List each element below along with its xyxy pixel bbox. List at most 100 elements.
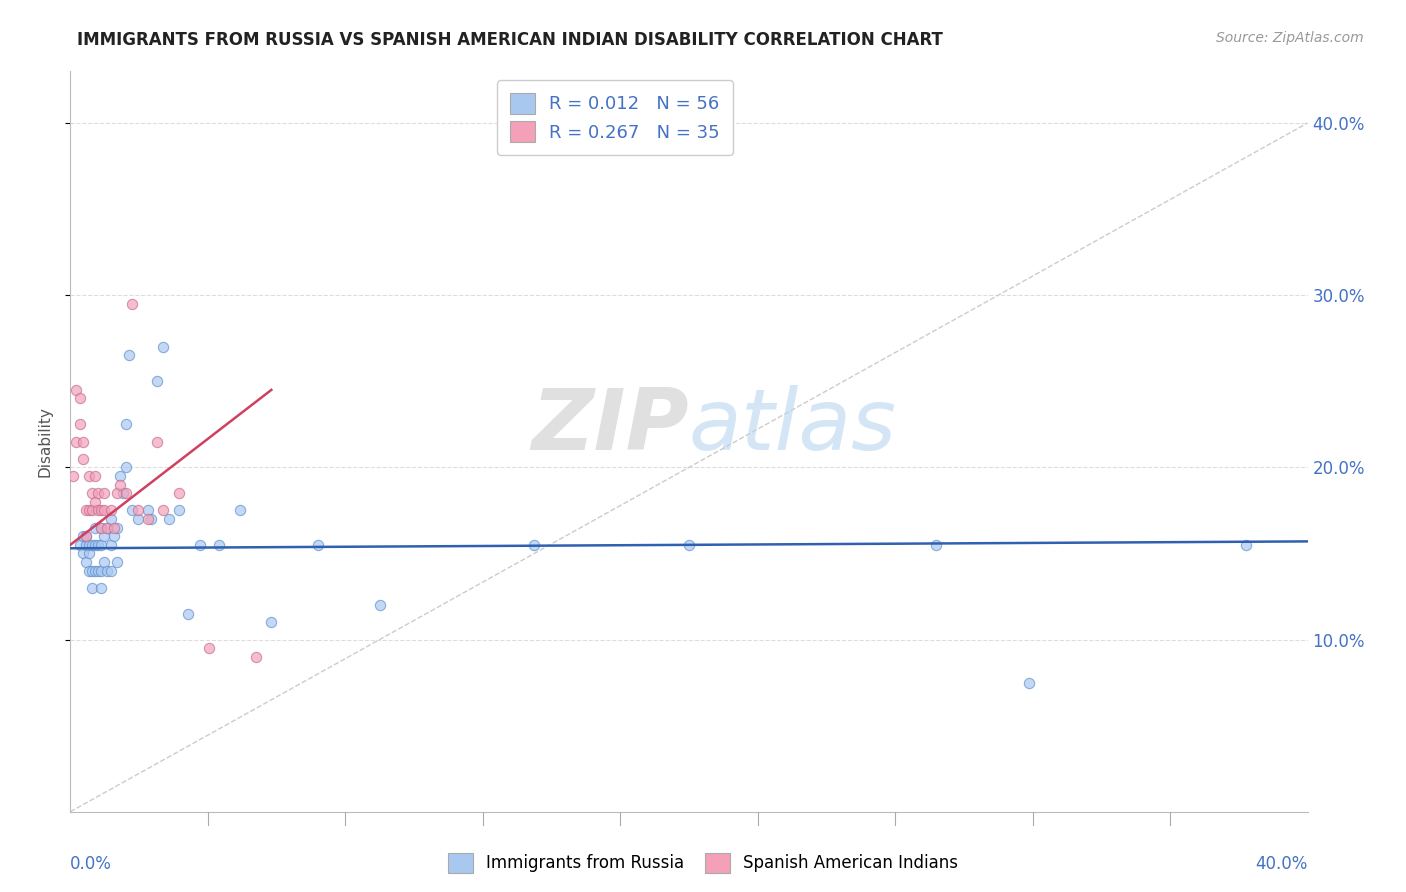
Point bbox=[127, 512, 149, 526]
Point bbox=[523, 538, 546, 552]
Point bbox=[72, 434, 94, 449]
Point bbox=[96, 564, 118, 578]
Point bbox=[111, 486, 134, 500]
Point bbox=[75, 538, 97, 552]
Point bbox=[96, 521, 118, 535]
Point bbox=[115, 460, 138, 475]
Point bbox=[152, 503, 174, 517]
Point bbox=[260, 615, 283, 630]
Point bbox=[77, 503, 100, 517]
Point bbox=[1234, 538, 1257, 552]
Point bbox=[105, 521, 128, 535]
Point bbox=[72, 529, 94, 543]
Point bbox=[100, 564, 122, 578]
Point bbox=[108, 469, 131, 483]
Point bbox=[103, 521, 125, 535]
Point bbox=[90, 521, 112, 535]
Point bbox=[90, 503, 112, 517]
Point bbox=[105, 486, 128, 500]
Text: atlas: atlas bbox=[689, 385, 897, 468]
Point bbox=[198, 641, 221, 656]
Point bbox=[105, 555, 128, 569]
Point bbox=[80, 564, 103, 578]
Point bbox=[115, 417, 138, 432]
Point bbox=[368, 598, 391, 612]
Point bbox=[678, 538, 700, 552]
Point bbox=[69, 417, 91, 432]
Point bbox=[84, 469, 107, 483]
Point bbox=[84, 495, 107, 509]
Point bbox=[93, 503, 115, 517]
Point bbox=[229, 503, 252, 517]
Point bbox=[75, 529, 97, 543]
Point bbox=[87, 538, 110, 552]
Point bbox=[87, 503, 110, 517]
Point bbox=[75, 503, 97, 517]
Text: ZIP: ZIP bbox=[531, 385, 689, 468]
Point bbox=[62, 469, 84, 483]
Point bbox=[167, 486, 190, 500]
Point bbox=[84, 538, 107, 552]
Text: IMMIGRANTS FROM RUSSIA VS SPANISH AMERICAN INDIAN DISABILITY CORRELATION CHART: IMMIGRANTS FROM RUSSIA VS SPANISH AMERIC… bbox=[77, 31, 943, 49]
Legend: R = 0.012   N = 56, R = 0.267   N = 35: R = 0.012 N = 56, R = 0.267 N = 35 bbox=[496, 80, 733, 154]
Point bbox=[84, 564, 107, 578]
Point bbox=[127, 503, 149, 517]
Point bbox=[139, 512, 162, 526]
Point bbox=[90, 564, 112, 578]
Point bbox=[65, 434, 87, 449]
Text: 40.0%: 40.0% bbox=[1256, 855, 1308, 872]
Point bbox=[121, 297, 143, 311]
Point bbox=[69, 392, 91, 406]
Y-axis label: Disability: Disability bbox=[37, 406, 52, 477]
Text: 0.0%: 0.0% bbox=[70, 855, 112, 872]
Text: Source: ZipAtlas.com: Source: ZipAtlas.com bbox=[1216, 31, 1364, 45]
Point bbox=[245, 649, 267, 664]
Point bbox=[90, 581, 112, 595]
Point bbox=[87, 486, 110, 500]
Point bbox=[188, 538, 211, 552]
Point bbox=[146, 434, 169, 449]
Point bbox=[93, 529, 115, 543]
Point bbox=[307, 538, 329, 552]
Point bbox=[167, 503, 190, 517]
Point bbox=[1018, 675, 1040, 690]
Point bbox=[75, 555, 97, 569]
Point bbox=[103, 529, 125, 543]
Point bbox=[136, 512, 159, 526]
Point bbox=[925, 538, 948, 552]
Point bbox=[100, 503, 122, 517]
Point bbox=[100, 512, 122, 526]
Point bbox=[72, 451, 94, 466]
Point bbox=[100, 538, 122, 552]
Point bbox=[80, 486, 103, 500]
Point bbox=[75, 529, 97, 543]
Point bbox=[77, 546, 100, 560]
Point bbox=[84, 521, 107, 535]
Point bbox=[152, 340, 174, 354]
Point bbox=[90, 538, 112, 552]
Point bbox=[115, 486, 138, 500]
Point bbox=[177, 607, 200, 621]
Point bbox=[93, 555, 115, 569]
Point bbox=[77, 538, 100, 552]
Point bbox=[77, 564, 100, 578]
Point bbox=[80, 503, 103, 517]
Point bbox=[65, 383, 87, 397]
Point bbox=[69, 538, 91, 552]
Legend: Immigrants from Russia, Spanish American Indians: Immigrants from Russia, Spanish American… bbox=[441, 847, 965, 880]
Point bbox=[118, 348, 141, 362]
Point bbox=[90, 521, 112, 535]
Point bbox=[121, 503, 143, 517]
Point bbox=[77, 469, 100, 483]
Point bbox=[72, 546, 94, 560]
Point bbox=[157, 512, 180, 526]
Point bbox=[108, 477, 131, 491]
Point bbox=[96, 521, 118, 535]
Point bbox=[93, 486, 115, 500]
Point bbox=[80, 538, 103, 552]
Point bbox=[136, 503, 159, 517]
Point bbox=[208, 538, 231, 552]
Point bbox=[87, 564, 110, 578]
Point bbox=[80, 581, 103, 595]
Point bbox=[146, 374, 169, 388]
